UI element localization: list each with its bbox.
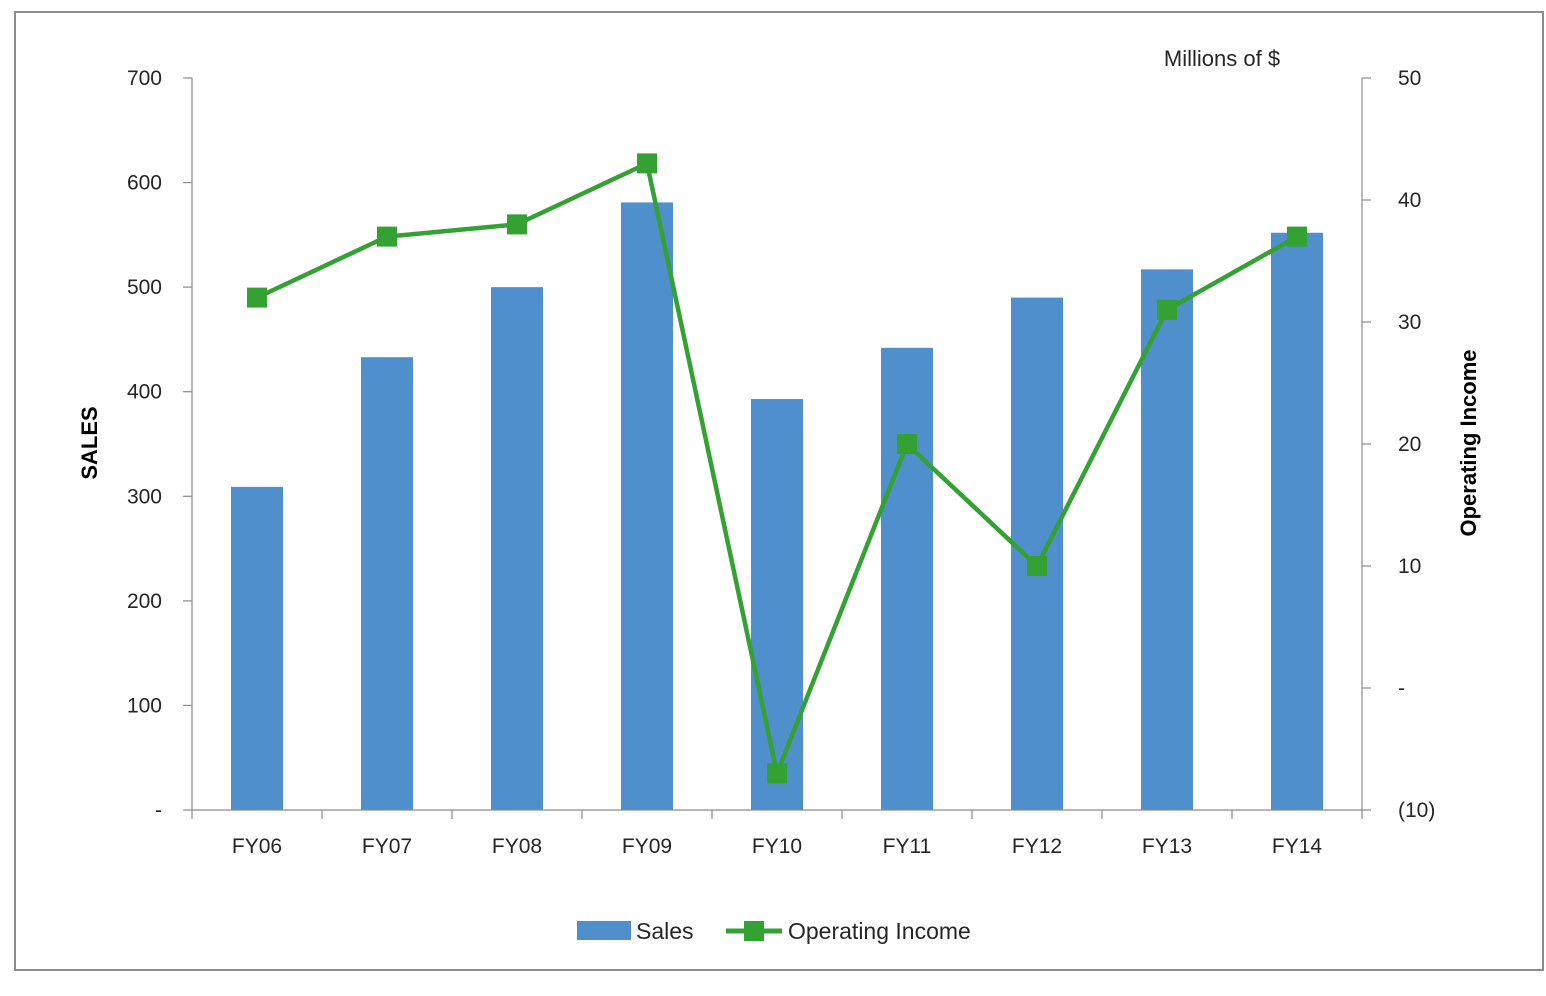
operating-income-marker <box>1027 556 1047 576</box>
operating-income-marker <box>637 153 657 174</box>
operating-income-marker <box>1287 226 1307 247</box>
x-tick-label: FY13 <box>1142 835 1192 858</box>
y-tick-label: - <box>155 799 162 822</box>
legend-swatch-sales <box>577 921 631 940</box>
axes: - 100 200 300 400 500 600 700 (10) - 10 20 30 40 50 FY0… <box>127 67 1435 858</box>
y2-tick-label: 10 <box>1398 555 1421 578</box>
operating-income-marker <box>377 226 397 247</box>
x-tick-label: FY10 <box>752 835 802 858</box>
operating-income-marker <box>507 214 527 235</box>
legend-label-sales: Sales <box>636 918 694 944</box>
y-axis-title: SALES <box>77 406 102 479</box>
y2-tick-label: 40 <box>1398 189 1421 212</box>
operating-income-marker <box>767 763 787 784</box>
operating-income-marker <box>897 434 917 454</box>
sales-bar <box>1271 232 1323 810</box>
units-note: Millions of $ <box>1164 46 1280 71</box>
sales-bar <box>231 486 283 810</box>
sales-bar <box>1011 297 1063 811</box>
x-tick-label: FY06 <box>232 835 282 858</box>
x-tick-label: FY08 <box>492 835 542 858</box>
operating-income-series <box>247 153 1307 784</box>
legend-label-operating-income: Operating Income <box>788 918 971 944</box>
x-tick-label: FY09 <box>622 835 672 858</box>
sales-bar <box>1141 269 1193 810</box>
y-tick-label: 200 <box>127 590 162 613</box>
y2-tick-label: 20 <box>1398 433 1421 456</box>
operating-income-marker <box>247 287 267 308</box>
y-tick-label: 700 <box>127 67 162 90</box>
y-tick-label: 500 <box>127 276 162 299</box>
y-tick-label: 100 <box>127 694 162 717</box>
y2-axis-title: Operating Income <box>1456 349 1481 536</box>
operating-income-marker <box>1157 299 1177 320</box>
y2-tick-label: (10) <box>1398 799 1435 822</box>
y2-tick-label: 30 <box>1398 311 1421 334</box>
y-tick-label: 300 <box>127 485 162 508</box>
sales-bar <box>881 347 933 810</box>
sales-bar <box>491 287 543 811</box>
y2-tick-label: 50 <box>1398 67 1421 90</box>
y2-tick-label: - <box>1398 677 1405 700</box>
sales-bar <box>621 202 673 810</box>
x-tick-label: FY07 <box>362 835 412 858</box>
y-tick-label: 600 <box>127 172 162 195</box>
x-tick-label: FY12 <box>1012 835 1062 858</box>
legend-swatch-operating-income-marker <box>744 921 764 941</box>
sales-bars <box>231 202 1323 811</box>
y-tick-label: 400 <box>127 381 162 404</box>
sales-bar <box>361 357 413 810</box>
x-tick-label: FY14 <box>1272 835 1323 858</box>
legend: Sales Operating Income <box>577 918 971 944</box>
x-tick-label: FY11 <box>883 835 932 858</box>
sales-bar <box>751 399 803 810</box>
